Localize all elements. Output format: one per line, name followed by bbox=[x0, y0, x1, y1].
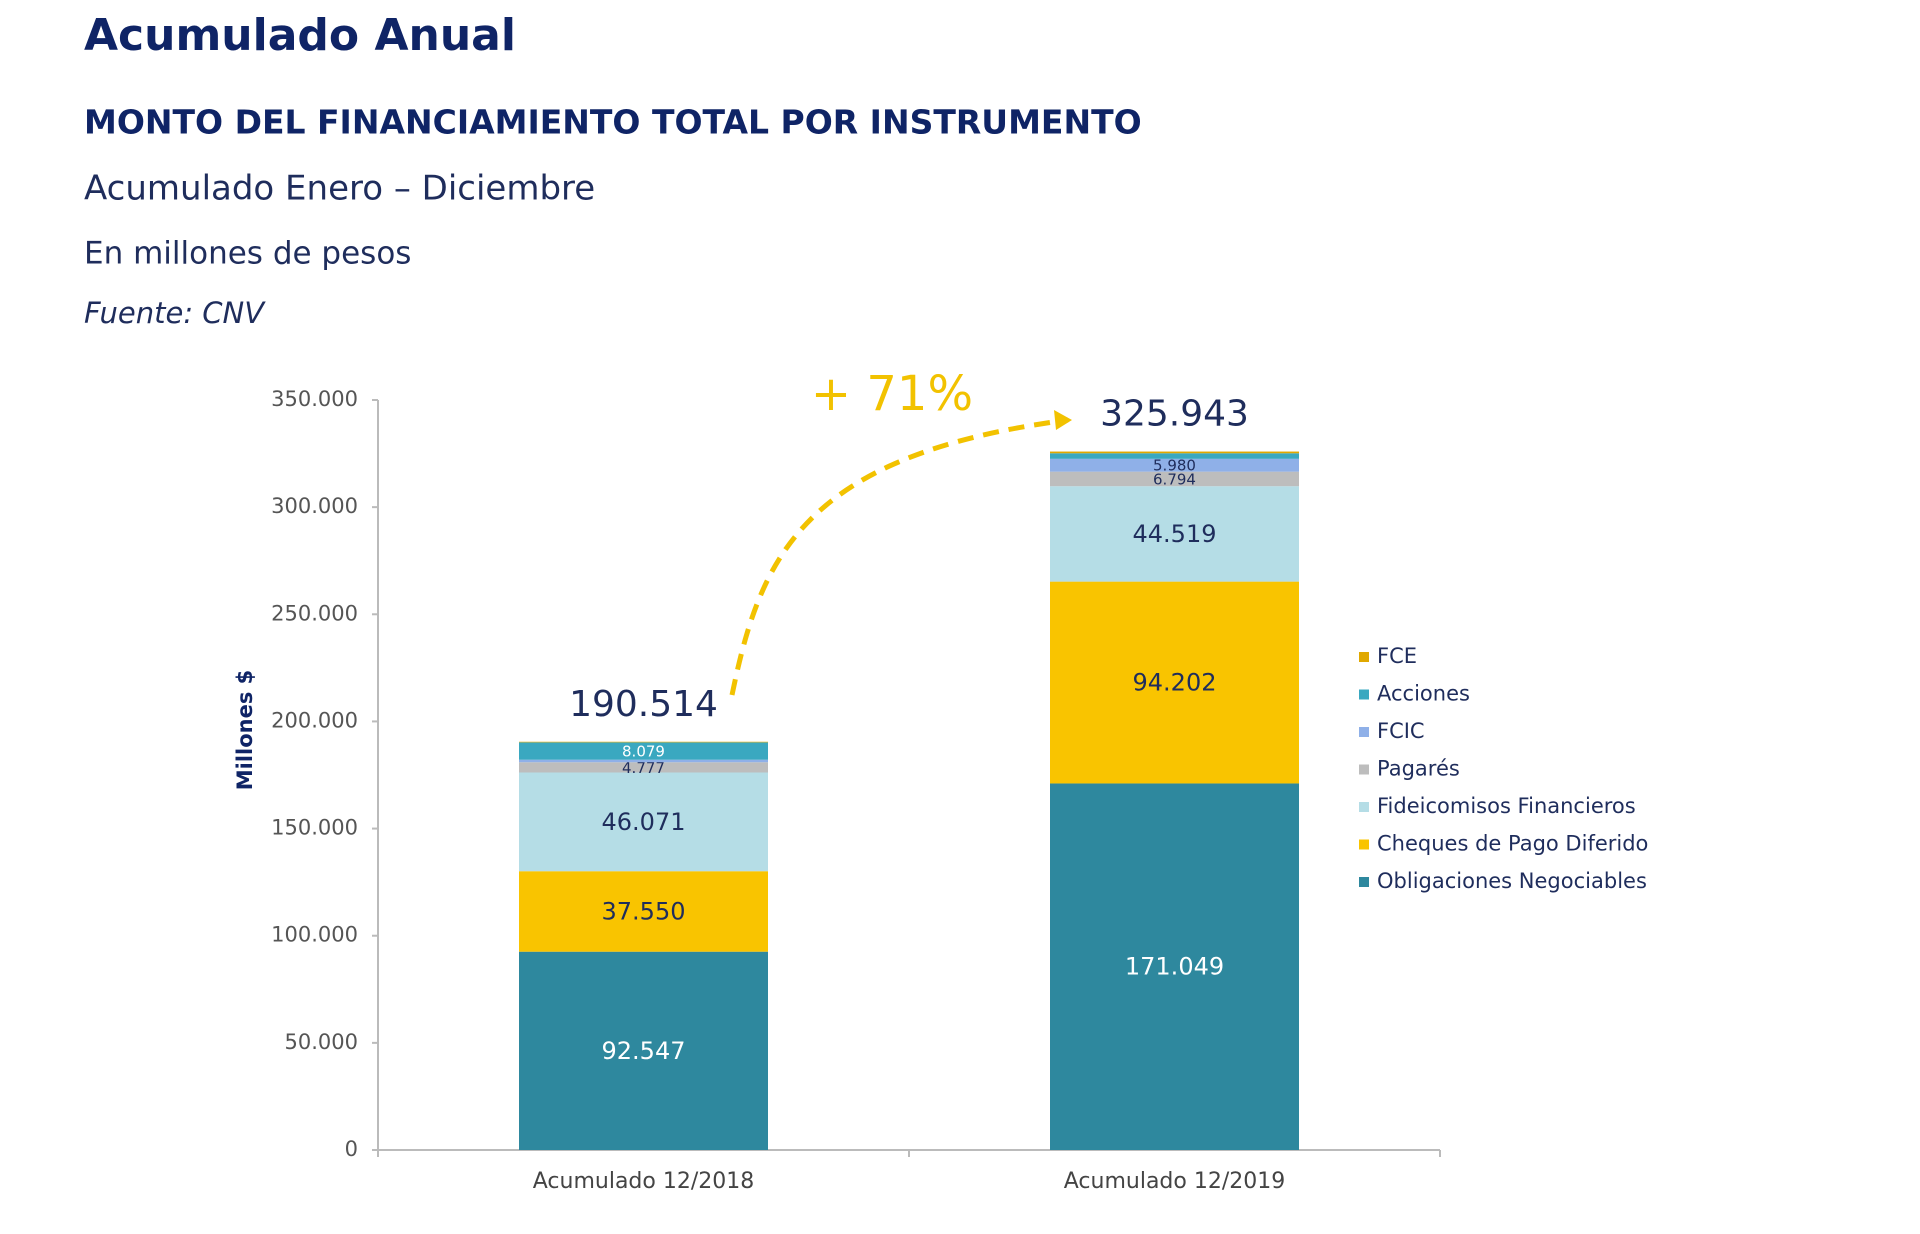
growth-arrow bbox=[729, 417, 1069, 696]
x-tick-label: Acumulado 12/2019 bbox=[1064, 1169, 1285, 1194]
data-label: 4.777 bbox=[622, 759, 665, 777]
legend-swatch bbox=[1359, 652, 1369, 662]
legend-label: FCIC bbox=[1377, 719, 1425, 743]
source: Fuente: CNV bbox=[84, 296, 266, 330]
bar-segment bbox=[1050, 453, 1299, 459]
y-tick-label: 150.000 bbox=[271, 816, 358, 840]
data-label: 8.079 bbox=[622, 743, 665, 761]
legend-swatch bbox=[1359, 764, 1369, 775]
units-note: En millones de pesos bbox=[84, 236, 411, 272]
y-tick-label: 100.000 bbox=[271, 923, 358, 947]
legend-label: Obligaciones Negociables bbox=[1377, 869, 1647, 893]
legend-label: Fideicomisos Financieros bbox=[1377, 794, 1636, 818]
bar-segment bbox=[519, 762, 768, 773]
arrow-head bbox=[1054, 410, 1072, 430]
data-label: 37.550 bbox=[602, 897, 686, 925]
y-tick-label: 250.000 bbox=[271, 601, 358, 625]
bar-segment bbox=[519, 871, 768, 952]
bar-segment bbox=[1050, 486, 1299, 582]
data-label: 6.794 bbox=[1153, 470, 1196, 488]
legend-swatch bbox=[1359, 689, 1369, 700]
y-tick-label: 300.000 bbox=[271, 494, 358, 518]
legend-swatch bbox=[1359, 802, 1369, 812]
bar-segment bbox=[519, 759, 768, 763]
x-tick-label: Acumulado 12/2018 bbox=[533, 1169, 754, 1194]
y-tick-label: 200.000 bbox=[271, 708, 358, 732]
y-tick-label: 50.000 bbox=[285, 1030, 358, 1054]
legend-label: Pagarés bbox=[1377, 757, 1460, 781]
data-label: 92.547 bbox=[602, 1037, 686, 1065]
y-axis-label: Millones $ bbox=[233, 670, 257, 791]
data-label: 5.980 bbox=[1153, 457, 1196, 475]
legend-swatch bbox=[1359, 877, 1369, 887]
page-title: Acumulado Anual bbox=[84, 10, 516, 61]
bar-segment bbox=[519, 951, 768, 1150]
y-tick-label: 0 bbox=[345, 1137, 358, 1161]
legend-swatch bbox=[1359, 839, 1369, 850]
data-label: 94.202 bbox=[1133, 669, 1217, 697]
y-tick-label: 350.000 bbox=[271, 387, 358, 411]
legend-label: Acciones bbox=[1377, 682, 1470, 706]
growth-annotation: + 71% bbox=[811, 366, 973, 422]
bar-segment bbox=[519, 742, 768, 760]
total-label: 190.514 bbox=[569, 684, 718, 725]
data-label: 171.049 bbox=[1125, 953, 1224, 981]
legend-label: FCE bbox=[1377, 644, 1417, 668]
bar-segment bbox=[1050, 458, 1299, 472]
bar-segment bbox=[519, 772, 768, 872]
data-label: 44.519 bbox=[1133, 520, 1217, 548]
data-label: 46.071 bbox=[602, 808, 686, 836]
legend-label: Cheques de Pago Diferido bbox=[1377, 832, 1648, 856]
bar-segment bbox=[1050, 783, 1299, 1150]
bar-segment bbox=[1050, 471, 1299, 487]
bar-segment bbox=[1050, 581, 1299, 784]
bar-segment bbox=[1050, 451, 1299, 454]
total-label: 325.943 bbox=[1100, 394, 1249, 435]
subtitle: Acumulado Enero – Diciembre bbox=[84, 169, 595, 209]
legend-swatch bbox=[1359, 727, 1369, 737]
bar-segment bbox=[519, 741, 768, 743]
chart-title: MONTO DEL FINANCIAMIENTO TOTAL POR INSTR… bbox=[84, 103, 1142, 142]
